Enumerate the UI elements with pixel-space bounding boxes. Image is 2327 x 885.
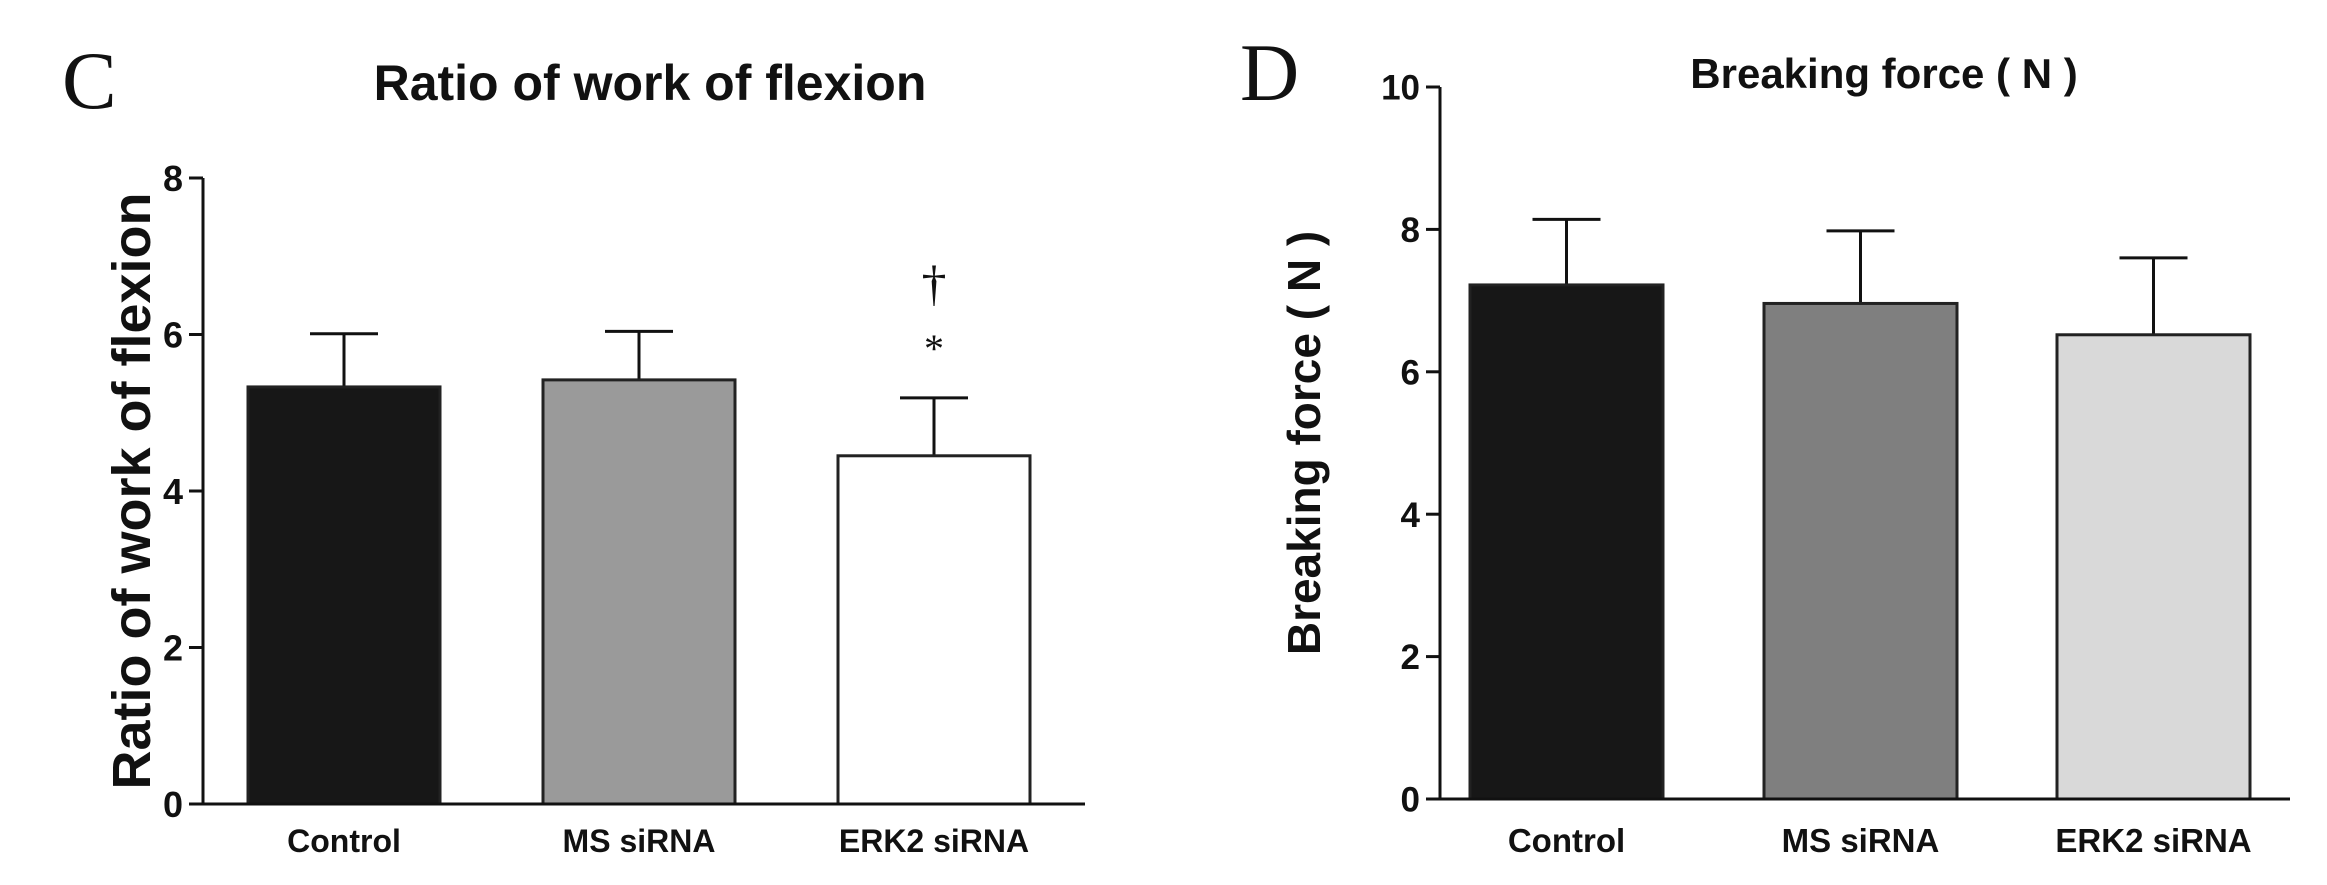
x-tick-label: Control bbox=[1508, 822, 1625, 859]
y-tick-label: 8 bbox=[1401, 211, 1420, 250]
y-tick-label: 2 bbox=[163, 627, 183, 668]
panel-letter: C bbox=[62, 35, 117, 126]
significance-marker: † bbox=[922, 255, 947, 311]
significance-marker: * bbox=[924, 326, 944, 371]
y-tick-label: 10 bbox=[1381, 69, 1420, 108]
chart-title: Breaking force ( N ) bbox=[1690, 50, 2077, 97]
x-tick-label: ERK2 siRNA bbox=[2055, 822, 2251, 859]
panel-c: C Ratio of work of flexion Ratio of work o… bbox=[62, 35, 1085, 859]
bar bbox=[836, 454, 1032, 806]
y-axis-label: Ratio of work of flexion bbox=[102, 192, 162, 789]
y-tick-label: 6 bbox=[163, 314, 183, 355]
y-tick-label: 2 bbox=[1401, 638, 1420, 677]
bar bbox=[541, 378, 737, 806]
y-tick-label: 4 bbox=[163, 471, 183, 512]
x-tick-label: ERK2 siRNA bbox=[839, 823, 1029, 859]
x-tick-label: MS siRNA bbox=[1782, 822, 1940, 859]
bar bbox=[1762, 301, 1959, 801]
y-tick-label: 0 bbox=[1401, 781, 1420, 820]
panel-letter: D bbox=[1240, 27, 1299, 118]
y-tick-label: 0 bbox=[163, 784, 183, 825]
y-tick-label: 4 bbox=[1401, 496, 1421, 535]
y-tick-label: 8 bbox=[163, 158, 183, 199]
bar bbox=[2055, 333, 2252, 801]
x-tick-label: MS siRNA bbox=[563, 823, 716, 859]
panel-d: D Breaking force ( N ) Breaking force ( N … bbox=[1240, 27, 2290, 859]
bar bbox=[246, 385, 442, 806]
y-axis-label: Breaking force ( N ) bbox=[1278, 231, 1330, 655]
y-tick-label: 6 bbox=[1401, 353, 1420, 392]
bar bbox=[1468, 283, 1665, 801]
chart-title: Ratio of work of flexion bbox=[374, 55, 927, 111]
x-tick-label: Control bbox=[287, 823, 401, 859]
